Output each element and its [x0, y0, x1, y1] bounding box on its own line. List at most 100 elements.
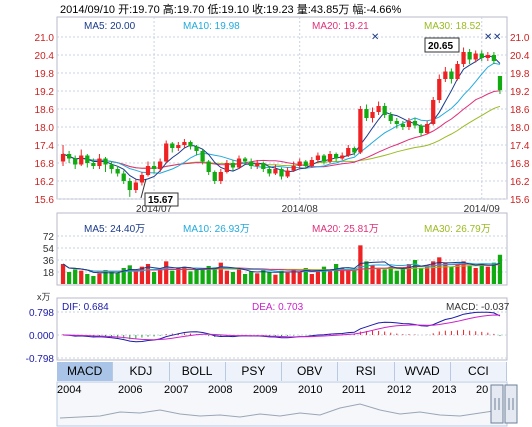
- candle-body: [249, 161, 254, 166]
- candle-body: [127, 181, 132, 190]
- volume-bar: [315, 270, 321, 284]
- candle: [176, 142, 181, 151]
- candle: [340, 152, 345, 160]
- candle-body: [425, 124, 430, 133]
- timeline-navigator[interactable]: [56, 381, 508, 427]
- candle-body: [285, 170, 290, 177]
- tab-macd[interactable]: MACD: [57, 362, 114, 381]
- timeline-year-label: 2006: [118, 384, 143, 396]
- volume-bar: [364, 261, 369, 284]
- volume-bar: [176, 268, 181, 284]
- tab-psy[interactable]: PSY: [225, 362, 282, 381]
- price-axis-right: 21.0 20.4 19.8 19.2 18.6 18.0 17.4 16.8 16.2 15.6: [510, 33, 530, 206]
- candle: [479, 50, 484, 61]
- tab-cci[interactable]: CCI: [450, 362, 507, 381]
- timeline-scroll-handle[interactable]: [490, 384, 504, 424]
- candle: [461, 47, 466, 67]
- candle-body: [194, 146, 199, 151]
- candle: [194, 145, 199, 156]
- candle: [230, 160, 236, 171]
- candle-body: [91, 163, 96, 166]
- volume-bar: [479, 264, 484, 284]
- candle-body: [406, 121, 412, 127]
- candle: [218, 169, 223, 184]
- volume-bar: [285, 272, 290, 284]
- candle-body: [97, 158, 102, 166]
- svg-text:✕: ✕: [371, 32, 379, 43]
- candle-body: [66, 154, 72, 159]
- volume-tick-label: 36: [43, 256, 55, 267]
- timeline-scroll-handle[interactable]: [504, 384, 518, 424]
- volume-bar: [412, 260, 418, 284]
- volume-bar: [303, 268, 308, 284]
- tab-obv[interactable]: OBV: [282, 362, 339, 381]
- close-icon[interactable]: ✕ ✕: [484, 32, 501, 43]
- candle: [455, 61, 460, 81]
- volume-bar: [115, 272, 120, 284]
- candle-body: [73, 158, 78, 165]
- candle-body: [133, 182, 138, 190]
- tab-wvad[interactable]: WVAD: [394, 362, 451, 381]
- candle: [394, 118, 399, 129]
- price-axis-left: 21.0 20.4 19.8 19.2 18.6 18.0 17.4 16.8 16.2 15.6: [35, 33, 55, 206]
- candle: [449, 68, 454, 84]
- volume-bar: [279, 270, 284, 284]
- timeline-year-label: 2008: [208, 384, 233, 396]
- volume-bar: [139, 266, 145, 284]
- candle: [382, 103, 387, 118]
- svg-text:✕: ✕: [484, 32, 492, 43]
- candle-body: [261, 163, 266, 169]
- volume-bar: [485, 266, 490, 284]
- volume-bar: [200, 268, 205, 284]
- volume-bar: [394, 270, 399, 284]
- tab-rsi[interactable]: RSI: [338, 362, 395, 381]
- price-tick-label: 17.4: [35, 141, 55, 152]
- candle-body: [491, 55, 497, 61]
- timeline-year-label: 2007: [164, 384, 189, 396]
- candle: [388, 112, 393, 124]
- candle-body: [230, 163, 236, 168]
- macd-tick-label: -0.798: [26, 354, 55, 365]
- date-tick-label: 2014/07: [136, 204, 173, 215]
- candle-body: [218, 172, 223, 181]
- volume-tick-label: 54: [43, 244, 55, 255]
- timeline-year-label: 2011: [342, 384, 366, 396]
- candle: [285, 167, 290, 178]
- timeline-year-label: 2013: [432, 384, 457, 396]
- dea-line: [62, 314, 501, 341]
- close-icon[interactable]: ✕: [371, 32, 379, 43]
- low-callout: 15.67: [140, 178, 179, 207]
- tab-kdj[interactable]: KDJ: [113, 362, 170, 381]
- candle: [249, 158, 254, 169]
- volume-bar: [333, 264, 339, 284]
- candle-body: [121, 173, 126, 181]
- candle-body: [376, 106, 381, 112]
- high-callout: 20.65: [424, 37, 460, 53]
- volume-bar: [109, 271, 114, 284]
- candle: [333, 152, 339, 162]
- volume-bar: [388, 266, 393, 284]
- candle: [121, 170, 126, 184]
- volume-bar: [443, 262, 448, 284]
- ma20-legend: MA20: 19.21: [312, 21, 369, 32]
- tab-boll[interactable]: BOLL: [169, 362, 226, 381]
- volume-bar: [206, 266, 211, 284]
- candle-body: [370, 112, 375, 118]
- volume-bar: [437, 257, 442, 284]
- price-tick-label: 16.8: [35, 159, 55, 170]
- volume-bar: [273, 274, 278, 284]
- volume-bar: [145, 264, 151, 284]
- candle: [467, 49, 472, 64]
- candle-body: [497, 76, 503, 91]
- volume-bar: [236, 269, 242, 284]
- quote-open: 开:19.70: [118, 4, 160, 16]
- candle-body: [364, 109, 369, 118]
- candle-body: [346, 148, 351, 156]
- candle: [103, 157, 108, 172]
- quote-date: 2014/09/10: [60, 4, 116, 16]
- volume-bar: [497, 254, 503, 284]
- price-tick-label: 18.6: [510, 105, 530, 116]
- price-tick-label: 17.4: [510, 141, 530, 152]
- candle-body: [321, 155, 327, 162]
